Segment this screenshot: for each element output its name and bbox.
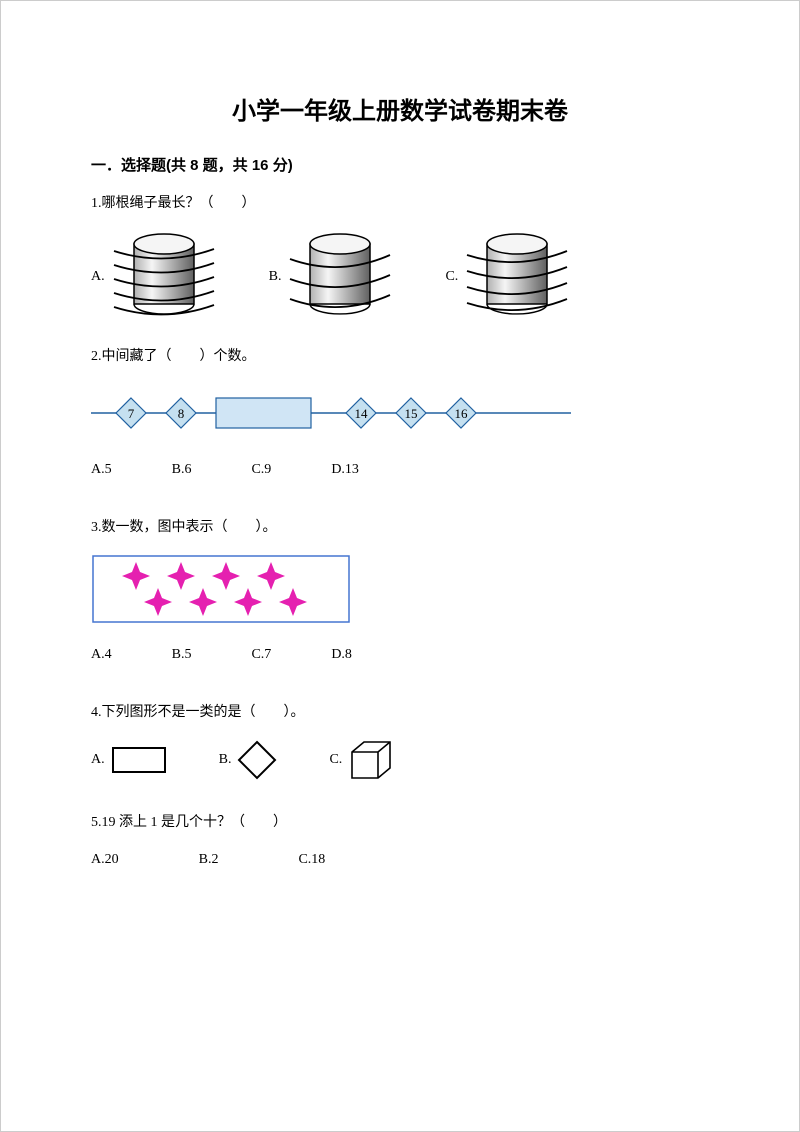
question-3: 3.数一数，图中表示（ ）。 A.4 B.5 C.7 D.8 xyxy=(91,517,709,666)
q1-options: A. xyxy=(91,229,709,324)
q1-option-b: B. xyxy=(269,229,396,324)
q3-text: 3.数一数，图中表示（ ）。 xyxy=(91,517,709,539)
q1-option-a: A. xyxy=(91,229,219,324)
num-15: 15 xyxy=(405,406,418,421)
q4-option-b: B. xyxy=(219,738,280,782)
cylinder-a-icon xyxy=(109,229,219,324)
question-5: 5.19 添上 1 是几个十？（ ） A.20 B.2 C.18 xyxy=(91,812,709,871)
q4-option-c: C. xyxy=(329,738,394,782)
cube-icon xyxy=(346,738,394,782)
page-title: 小学一年级上册数学试卷期末卷 xyxy=(91,91,709,126)
q5-options: A.20 B.2 C.18 xyxy=(91,849,709,871)
q3-opt-b: B.5 xyxy=(172,644,192,666)
q2-options: A.5 B.6 C.9 D.13 xyxy=(91,459,709,481)
page: 小学一年级上册数学试卷期末卷 一．选择题(共 8 题，共 16 分) 1.哪根绳… xyxy=(0,0,800,1132)
q2-opt-b: B.6 xyxy=(172,459,192,481)
q1-text: 1.哪根绳子最长？（ ） xyxy=(91,193,709,215)
q5-text: 5.19 添上 1 是几个十？（ ） xyxy=(91,812,709,834)
q3-options: A.4 B.5 C.7 D.8 xyxy=(91,644,709,666)
stars-box-icon xyxy=(91,554,351,624)
question-1: 1.哪根绳子最长？（ ） A. xyxy=(91,193,709,324)
section-header: 一．选择题(共 8 题，共 16 分) xyxy=(91,154,709,175)
cylinder-b-icon xyxy=(285,229,395,324)
q4-options: A. B. C. xyxy=(91,738,709,782)
num-16: 16 xyxy=(455,406,469,421)
q1-label-a: A. xyxy=(91,266,105,288)
number-line-icon: 7 8 14 15 16 xyxy=(91,383,571,443)
hidden-box xyxy=(216,398,311,428)
q2-text: 2.中间藏了（ ）个数。 xyxy=(91,346,709,368)
num-8: 8 xyxy=(178,406,185,421)
q4-option-a: A. xyxy=(91,742,169,778)
q4-label-b: B. xyxy=(219,749,232,771)
question-4: 4.下列图形不是一类的是（ ）。 A. B. C. xyxy=(91,702,709,782)
q3-opt-a: A.4 xyxy=(91,644,112,666)
q1-label-c: C. xyxy=(445,266,458,288)
q3-opt-c: C.7 xyxy=(251,644,271,666)
q5-opt-b: B.2 xyxy=(199,849,219,871)
q4-text: 4.下列图形不是一类的是（ ）。 xyxy=(91,702,709,724)
question-2: 2.中间藏了（ ）个数。 7 8 14 15 16 xyxy=(91,346,709,481)
q5-opt-c: C.18 xyxy=(298,849,325,871)
q4-label-c: C. xyxy=(329,749,342,771)
q2-opt-d: D.13 xyxy=(331,459,359,481)
rectangle-icon xyxy=(109,742,169,778)
q2-opt-c: C.9 xyxy=(251,459,271,481)
diamond-icon xyxy=(235,738,279,782)
q2-opt-a: A.5 xyxy=(91,459,112,481)
q3-opt-d: D.8 xyxy=(331,644,352,666)
num-7: 7 xyxy=(128,406,135,421)
num-14: 14 xyxy=(355,406,369,421)
q1-label-b: B. xyxy=(269,266,282,288)
q4-label-a: A. xyxy=(91,749,105,771)
q5-opt-a: A.20 xyxy=(91,849,119,871)
q1-option-c: C. xyxy=(445,229,572,324)
cylinder-c-icon xyxy=(462,229,572,324)
